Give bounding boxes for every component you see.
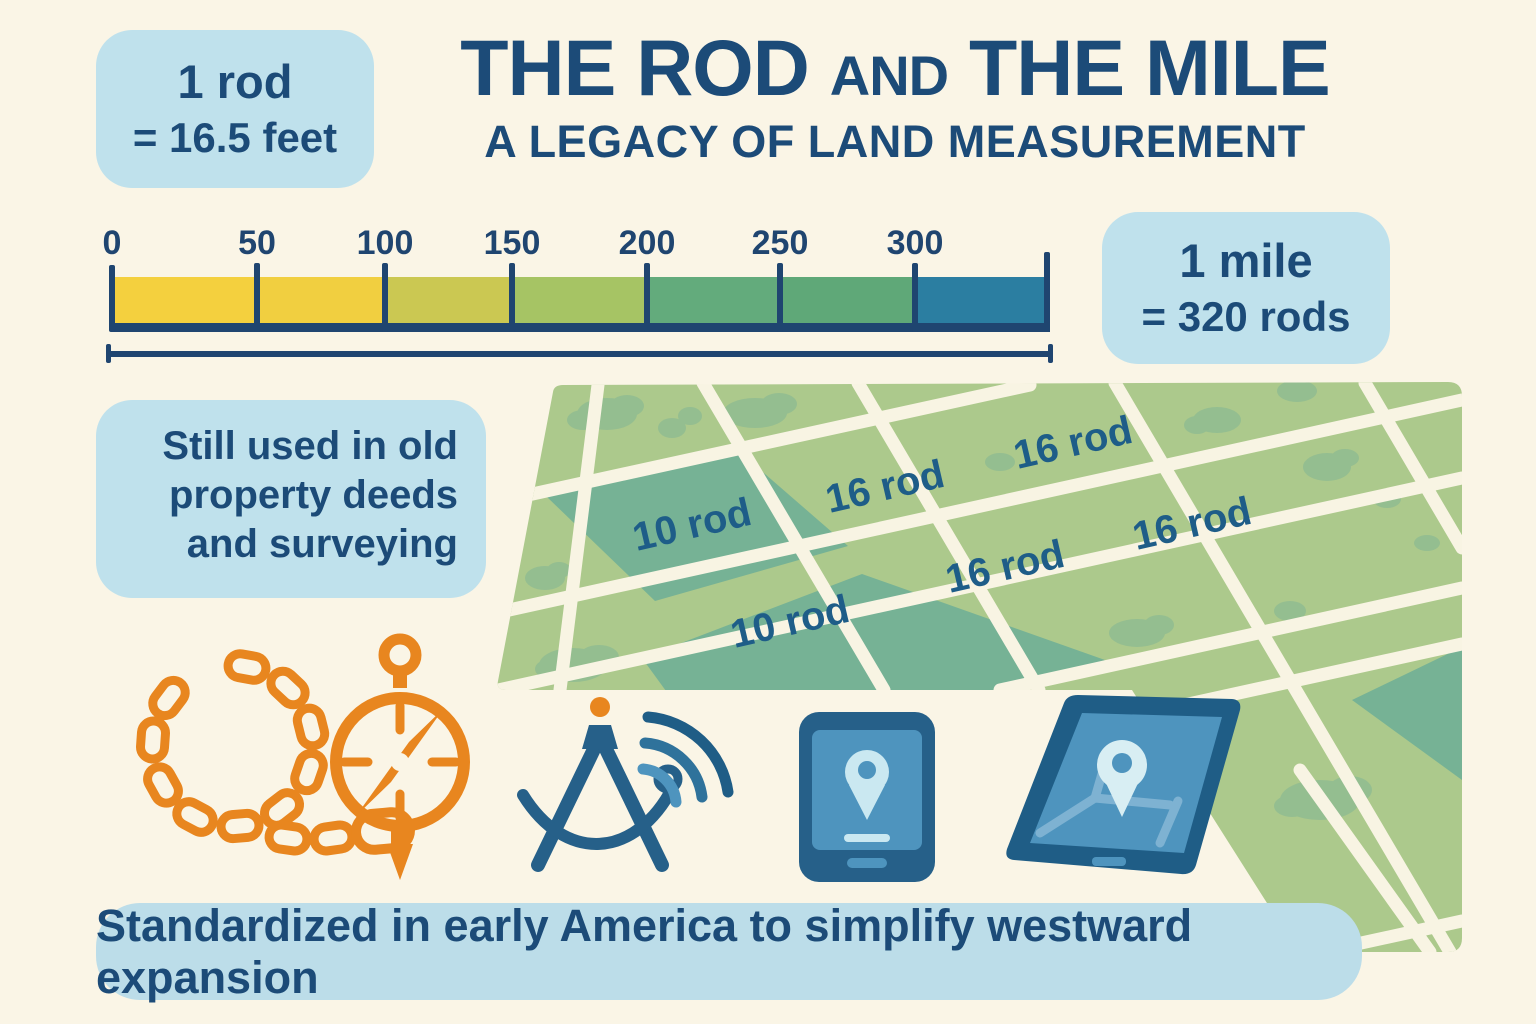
title-conjunction: AND xyxy=(829,44,949,107)
tick-label-200: 200 xyxy=(618,224,676,262)
line-endcap-right xyxy=(1048,344,1053,363)
scale-end-tick xyxy=(1044,252,1050,332)
gps-tablet-map-icon xyxy=(1006,695,1241,875)
scale-segment xyxy=(780,277,915,332)
tick-label-50: 50 xyxy=(238,224,276,262)
note-line3: and surveying xyxy=(186,522,458,567)
rod-badge-line2: = 16.5 feet xyxy=(132,114,338,162)
note-line2: property deeds xyxy=(169,473,458,518)
title-part2: THE MILE xyxy=(969,23,1331,112)
footer-banner: Standardized in early America to simplif… xyxy=(96,900,1362,1003)
parcel-10rod-2 xyxy=(642,574,1105,691)
scale-tick xyxy=(109,265,115,332)
tick-label-300: 300 xyxy=(886,224,944,262)
tick-label-250: 250 xyxy=(751,224,809,262)
surveyor-compass-icon xyxy=(330,633,470,880)
scale-tick xyxy=(644,263,650,332)
scale-tick xyxy=(777,263,783,332)
signal-waves-icon xyxy=(637,711,734,808)
scale-tick xyxy=(912,263,918,332)
gps-phone-icon xyxy=(799,712,935,882)
parcel-dark-triangle xyxy=(1352,647,1462,780)
compass-knob xyxy=(590,697,610,717)
mile-badge-line1: 1 mile xyxy=(1179,234,1313,288)
tick-label-150: 150 xyxy=(483,224,541,262)
mile-length-line xyxy=(107,351,1052,357)
scale-tick xyxy=(382,263,388,332)
location-pin-icon xyxy=(845,750,889,820)
title-part1: THE ROD xyxy=(460,23,809,112)
rod-definition-badge: 1 rod = 16.5 feet xyxy=(96,30,374,188)
tick-label-100: 100 xyxy=(356,224,414,262)
tick-label-0: 0 xyxy=(102,224,122,262)
rod-badge-line1: 1 rod xyxy=(177,55,293,109)
mile-definition-badge: 1 mile = 320 rods xyxy=(1102,212,1390,364)
note-line1: Still used in old xyxy=(162,424,458,468)
parcel-grid-lines xyxy=(497,382,1463,952)
scale-segment xyxy=(112,277,257,332)
scale-segment xyxy=(915,277,1050,332)
location-pin-icon xyxy=(1097,740,1147,817)
scale-segment xyxy=(385,277,512,332)
drafting-compass-signal-icon xyxy=(517,697,734,872)
line-endcap-left xyxy=(106,344,111,363)
home-button xyxy=(847,858,887,868)
page-title: THE ROD AND THE MILE xyxy=(370,22,1420,114)
title-block: THE ROD AND THE MILE A LEGACY OF LAND ME… xyxy=(370,22,1420,168)
home-button xyxy=(1092,857,1126,866)
footer-text: Standardized in early America to simplif… xyxy=(96,899,1193,1003)
scale-tick xyxy=(254,263,260,332)
scale-tick xyxy=(509,263,515,332)
page-subtitle: A LEGACY OF LAND MEASUREMENT xyxy=(484,116,1306,167)
scale-segment xyxy=(257,277,385,332)
surveyor-chain-icon xyxy=(136,649,415,856)
scale-bar-baseline xyxy=(112,323,1050,332)
scale-segment xyxy=(512,277,647,332)
usage-note-box: Still used in old property deeds and sur… xyxy=(96,400,486,598)
rod-scale-bar xyxy=(112,277,1050,332)
mile-badge-line2: = 320 rods xyxy=(1141,293,1351,341)
scale-segment xyxy=(647,277,780,332)
